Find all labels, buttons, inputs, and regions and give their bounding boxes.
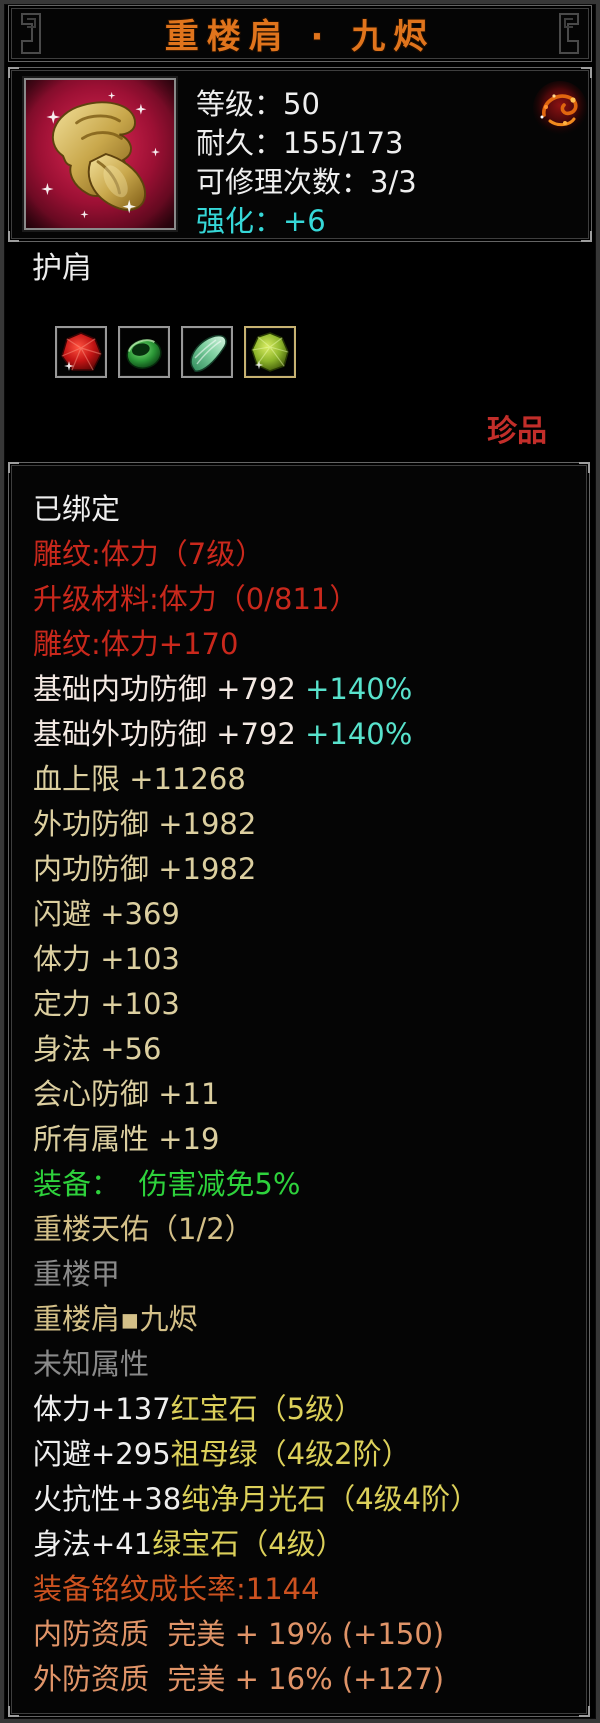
golden-dragon-shoulder-icon [24,78,176,230]
stats-list: 已绑定雕纹:体力（7级） 升级材料:体力（0/811） 雕纹:体力+170 基础内功防… [33,487,575,1702]
stat-row: 血上限 +11268 [33,757,575,802]
stat-row: 会心防御 +11 [33,1072,575,1117]
stat-row: 已绑定 [33,487,575,532]
stat-segment: 血上限 +11268 [33,762,246,796]
info-line: 等级：50 [196,87,320,121]
stat-segment: 身法+41 [33,1527,153,1561]
stat-row: 雕纹:体力（7级） [33,532,575,577]
stat-segment: 闪避 +369 [33,897,180,931]
panel-corner [8,462,19,473]
stat-row: 重楼天佑（1/2） [33,1207,575,1252]
stat-segment: 定力 +103 [33,987,180,1021]
stat-segment: 体力 +103 [33,942,180,976]
stat-row: 内防资质 完美 + 19% (+150) [33,1612,575,1657]
peridot-gem-icon [244,326,296,378]
stat-segment: 装备铭纹成长率:1144 [33,1572,320,1606]
stat-segment: 内功防御 +1982 [33,852,257,886]
emerald-ring-gem-icon [118,326,170,378]
stat-row: 基础外功防御 +792 +140% [33,712,575,757]
stat-row: 体力+137红宝石（5级） [33,1387,575,1432]
stat-segment: 外功防御 +1982 [33,807,257,841]
stat-segment: 雕纹:体力+170 [33,627,239,661]
red-flame-seal-icon [531,80,589,140]
ruby-gem-icon [55,326,107,378]
title-bar: 重楼肩 · 九烬 [8,5,592,62]
panel-corner [581,67,592,78]
panel-corner [581,231,592,242]
stat-segment: 未知属性 [33,1347,150,1381]
stat-row: 装备： 伤害减免5% [33,1162,575,1207]
stat-segment: 升级材料:体力（0/811） [33,582,359,616]
panel-corner [8,1706,19,1717]
stat-segment: 重楼天佑（1/2） [33,1212,254,1246]
stat-segment: 所有属性 +19 [33,1122,220,1156]
stat-segment: 重楼甲 [33,1257,121,1291]
stat-row: 基础内功防御 +792 +140% [33,667,575,712]
meander-ornament-icon [21,13,41,54]
stat-row: 外功防御 +1982 [33,802,575,847]
item-type-label: 护肩 [32,251,92,286]
stat-segment: 基础外功防御 +792 [33,717,306,751]
info-line: 强化：+6 [196,204,326,238]
stat-row: 重楼甲 [33,1252,575,1297]
stat-segment: 红宝石（5级） [170,1392,364,1426]
stat-row: 身法+41绿宝石（4级） [33,1522,575,1567]
info-lines: 等级：50 耐久：155/173 可修理次数：3/3 强化：+6 [196,85,417,241]
stat-row: 体力 +103 [33,937,575,982]
stat-segment: 纯净月光石（4级4阶） [181,1482,480,1516]
stat-segment: 绿宝石（4级） [152,1527,345,1561]
panel-corner [579,1706,590,1717]
stat-row: 升级材料:体力（0/811） [33,577,575,622]
moonstone-gem-icon [181,326,233,378]
stat-segment: 雕纹:体力（7级） [33,537,265,571]
stat-segment: +140% [305,717,413,751]
stat-segment: 已绑定 [33,492,121,526]
stat-segment: +140% [305,672,413,706]
stat-row: 装备铭纹成长率:1144 [33,1567,575,1612]
stat-row: 重楼肩▪九烬 [33,1297,575,1342]
panel-corner [579,462,590,473]
stats-panel: 已绑定雕纹:体力（7级） 升级材料:体力（0/811） 雕纹:体力+170 基础内功防… [8,462,590,1717]
stat-segment: 重楼肩▪九烬 [33,1302,198,1336]
info-panel: 等级：50 耐久：155/173 可修理次数：3/3 强化：+6 [8,67,592,242]
stat-row: 闪避+295祖母绿（4级2阶） [33,1432,575,1477]
stat-row: 未知属性 [33,1342,575,1387]
stat-segment: 身法 +56 [33,1032,162,1066]
gem-socket-row [55,326,296,378]
rarity-badge: 珍品 [487,414,547,449]
stat-segment: 闪避+295 [33,1437,171,1471]
stat-row: 身法 +56 [33,1027,575,1072]
panel-corner [8,231,19,242]
stat-row: 雕纹:体力+170 [33,622,575,667]
panel-corner [8,67,19,78]
stat-segment: 内防资质 完美 + 19% (+150) [33,1617,445,1651]
meander-ornament-icon [559,13,579,54]
info-line: 耐久：155/173 [196,126,404,160]
stat-segment: 基础内功防御 +792 [33,672,306,706]
stat-row: 内功防御 +1982 [33,847,575,892]
stat-row: 闪避 +369 [33,892,575,937]
stat-segment: 火抗性+38 [33,1482,182,1516]
item-title: 重楼肩 · 九烬 [164,17,436,57]
info-line: 可修理次数：3/3 [196,165,417,199]
stat-segment: 外防资质 完美 + 16% (+127) [33,1662,445,1696]
stat-segment: 装备： 伤害减免5% [33,1167,301,1201]
stat-segment: 体力+137 [33,1392,171,1426]
stat-row: 所有属性 +19 [33,1117,575,1162]
stat-segment: 会心防御 +11 [33,1077,220,1111]
stat-row: 定力 +103 [33,982,575,1027]
stat-row: 火抗性+38纯净月光石（4级4阶） [33,1477,575,1522]
stat-row: 外防资质 完美 + 16% (+127) [33,1657,575,1702]
stat-segment: 祖母绿（4级2阶） [170,1437,411,1471]
